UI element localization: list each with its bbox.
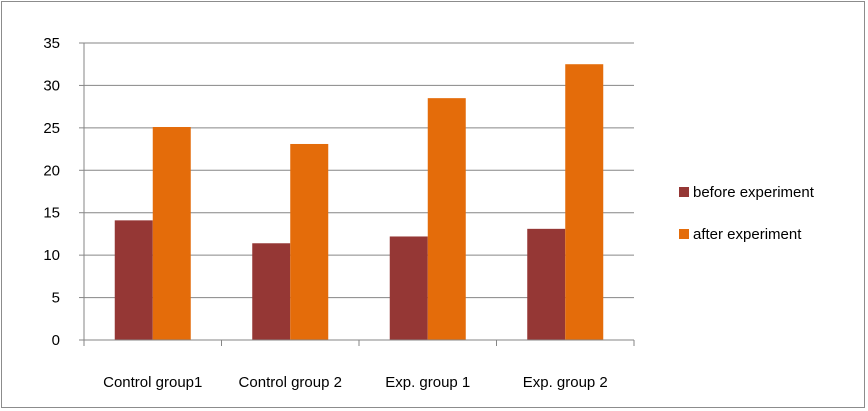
x-tick-label-2: Exp. group 1 — [385, 374, 470, 391]
bar-after-0 — [152, 127, 191, 340]
bar-before-0 — [114, 220, 153, 340]
bar-after-1 — [290, 143, 329, 340]
bar-before-2 — [389, 236, 428, 340]
bars — [114, 64, 604, 341]
y-tick-label-20: 20 — [43, 162, 60, 179]
y-tick-label-15: 15 — [43, 205, 60, 222]
bar-after-2 — [427, 98, 466, 341]
bar-before-1 — [252, 243, 291, 340]
legend-label-before: before experiment — [693, 184, 815, 201]
x-tick-label-3: Exp. group 2 — [523, 374, 608, 391]
legend-swatch-before — [679, 187, 689, 197]
x-tick-label-1: Control group 2 — [239, 374, 342, 391]
x-axis-tick-labels: Control group1 Control group 2 Exp. group … — [103, 374, 608, 391]
y-tick-label-25: 25 — [43, 120, 60, 137]
legend: before experiment after experiment — [679, 184, 815, 243]
y-tick-label-10: 10 — [43, 247, 60, 264]
y-tick-label-30: 30 — [43, 77, 60, 94]
y-tick-label-5: 5 — [52, 290, 60, 307]
legend-swatch-after — [679, 229, 689, 239]
bar-before-3 — [527, 228, 566, 340]
axes — [79, 42, 635, 346]
legend-label-after: after experiment — [693, 226, 802, 243]
x-tick-label-0: Control group1 — [103, 374, 202, 391]
bar-after-3 — [565, 64, 604, 340]
y-tick-label-0: 0 — [52, 332, 60, 349]
y-axis-tick-labels: 0 5 10 15 20 25 30 35 — [43, 35, 60, 349]
y-tick-label-35: 35 — [43, 35, 60, 52]
